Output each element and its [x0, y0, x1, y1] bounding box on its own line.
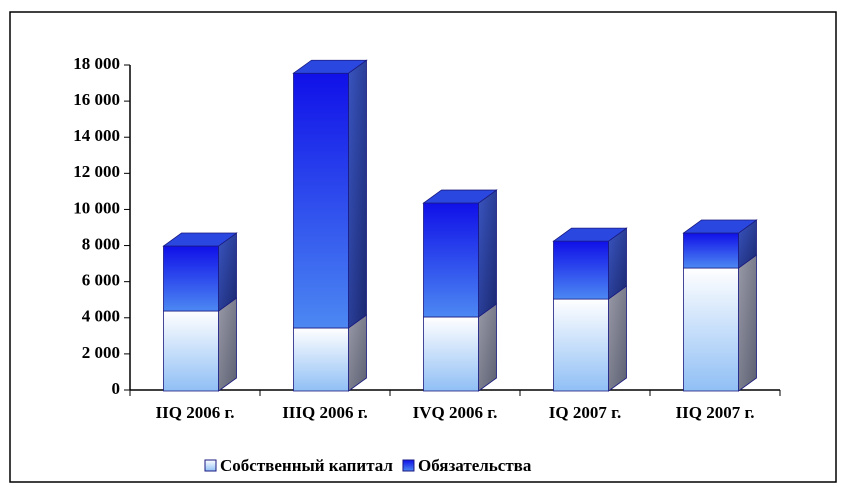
bar-side: [478, 189, 497, 318]
bar-top: [682, 219, 758, 234]
bar-top: [162, 232, 238, 247]
bar-side: [218, 297, 237, 392]
bar: [293, 72, 349, 329]
y-tick-label: 4 000: [82, 307, 120, 326]
bar-top: [292, 59, 368, 74]
bar-side: [218, 232, 237, 312]
y-tick-label: 2 000: [82, 343, 120, 362]
bar: [683, 267, 739, 392]
bar-top: [422, 189, 498, 204]
legend-label: Собственный капитал: [220, 456, 393, 475]
legend-label: Обязательства: [418, 456, 532, 475]
bar: [163, 245, 219, 312]
legend-swatch: [204, 459, 217, 472]
bar: [423, 202, 479, 318]
bar-side: [348, 59, 367, 329]
bar: [553, 298, 609, 392]
x-tick-label: IQ 2007 г.: [549, 403, 621, 422]
x-tick-label: IIQ 2006 г.: [155, 403, 234, 422]
legend-swatch: [402, 459, 415, 472]
y-tick-label: 6 000: [82, 271, 120, 290]
bar-side: [738, 254, 757, 392]
y-tick-label: 0: [112, 379, 121, 398]
y-tick-label: 8 000: [82, 234, 120, 253]
bar: [683, 232, 739, 269]
bar: [293, 327, 349, 392]
bar: [553, 240, 609, 300]
y-tick-label: 14 000: [73, 126, 120, 145]
bar-top: [552, 227, 628, 242]
y-tick-label: 18 000: [73, 54, 120, 73]
bar: [163, 310, 219, 392]
bar: [423, 316, 479, 392]
x-tick-label: IVQ 2006 г.: [413, 403, 498, 422]
y-tick-label: 12 000: [73, 162, 120, 181]
bar-side: [608, 285, 627, 392]
x-tick-label: IIQ 2007 г.: [675, 403, 754, 422]
bar-side: [478, 303, 497, 392]
y-tick-label: 10 000: [73, 198, 120, 217]
x-tick-label: IIIQ 2006 г.: [282, 403, 368, 422]
y-tick-label: 16 000: [73, 90, 120, 109]
